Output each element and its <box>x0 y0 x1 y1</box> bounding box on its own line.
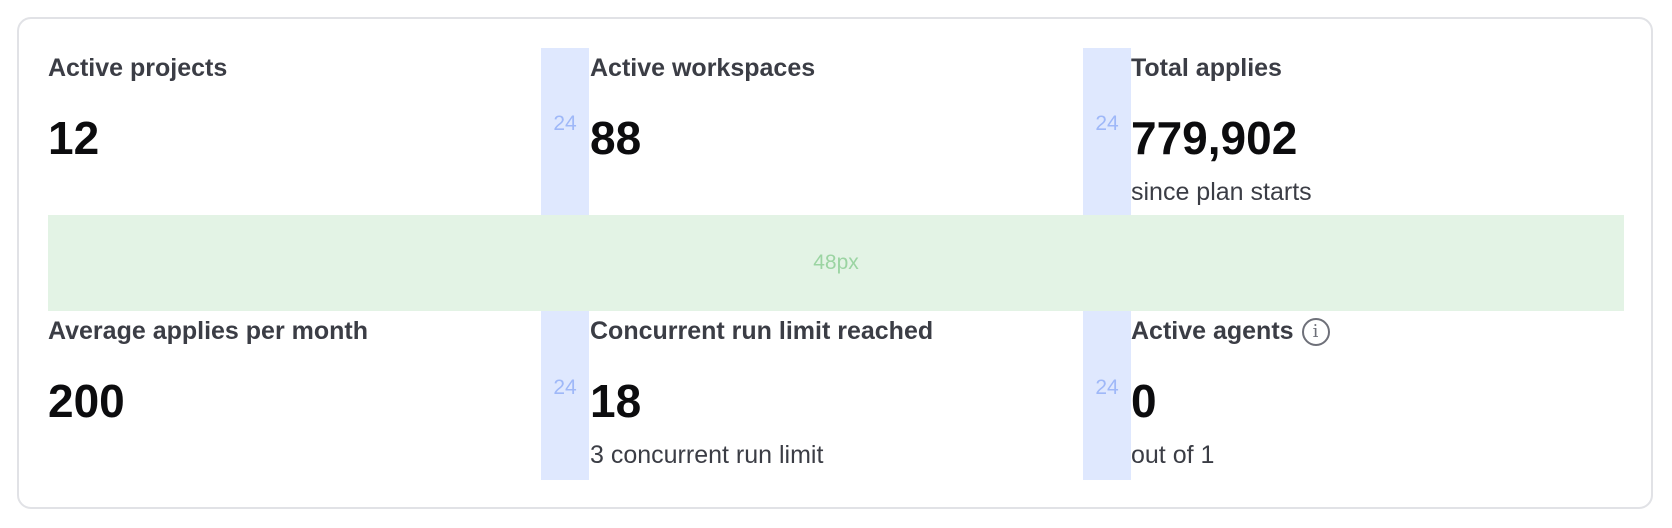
column-gap-overlay: 24 <box>1083 311 1131 480</box>
column-gap-overlay: 24 <box>541 48 589 215</box>
column-gap-overlay: 24 <box>1083 48 1131 215</box>
stat-subtext: out of 1 <box>1131 441 1215 469</box>
stat-label: Average applies per month <box>48 317 368 345</box>
stat-label-row: Active agents i <box>1131 317 1330 346</box>
gap-label: 24 <box>1095 111 1119 135</box>
stat-label: Total applies <box>1131 54 1282 82</box>
stat-total-applies: Total applies 779,902 since plan starts <box>1131 48 1621 217</box>
stat-label: Active agents <box>1131 317 1294 345</box>
stat-subtext: 3 concurrent run limit <box>590 441 824 469</box>
stat-value: 18 <box>590 375 642 427</box>
stat-active-agents: Active agents i 0 out of 1 <box>1131 311 1621 480</box>
stat-average-applies: Average applies per month 200 <box>48 311 538 480</box>
stat-value: 88 <box>590 112 642 164</box>
stat-value: 0 <box>1131 375 1157 427</box>
gap-label: 24 <box>1095 375 1119 399</box>
info-icon[interactable]: i <box>1301 317 1330 346</box>
gap-label: 24 <box>553 375 577 399</box>
gap-label: 24 <box>553 111 577 135</box>
stat-value: 200 <box>48 375 125 427</box>
gap-label: 48px <box>813 251 859 274</box>
column-gap-overlay: 24 <box>541 311 589 480</box>
stat-label: Active projects <box>48 54 228 82</box>
stat-subtext: since plan starts <box>1131 178 1312 206</box>
stat-value: 779,902 <box>1131 112 1298 164</box>
stat-concurrent-run-limit: Concurrent run limit reached 18 3 concur… <box>590 311 1080 480</box>
stat-label: Concurrent run limit reached <box>590 317 934 345</box>
stat-label: Active workspaces <box>590 54 816 82</box>
row-gap-overlay: 48px <box>48 215 1624 311</box>
stat-active-projects: Active projects 12 <box>48 48 538 217</box>
stat-value: 12 <box>48 112 100 164</box>
stat-active-workspaces: Active workspaces 88 <box>590 48 1080 217</box>
